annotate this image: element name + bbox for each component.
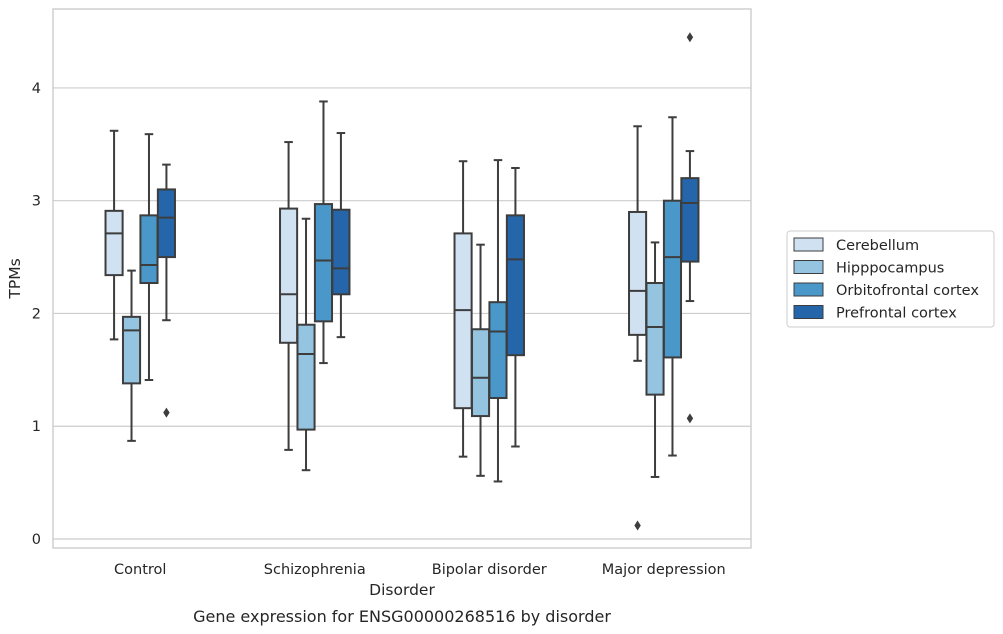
box-2-2: [488, 159, 508, 483]
box-iqr: [279, 207, 299, 344]
x-tick-label: Bipolar disorder: [432, 562, 547, 578]
legend-label: Prefrontal cortex: [836, 306, 957, 322]
box-iqr: [156, 188, 176, 259]
box-3-0: [156, 163, 176, 418]
legend-label: Hipppocampus: [836, 261, 944, 277]
box-iqr: [104, 209, 124, 277]
legend-swatch: [793, 305, 824, 319]
outlier-point: [163, 407, 170, 418]
box-0-1: [279, 141, 299, 451]
box-iqr: [121, 315, 142, 385]
plot-frame: [52, 8, 752, 549]
box-iqr: [505, 214, 525, 357]
legend-frame: [786, 230, 995, 328]
y-tick-label: 2: [32, 306, 41, 322]
box-iqr: [331, 208, 351, 296]
x-tick-label: Control: [114, 562, 166, 578]
box-iqr: [680, 177, 700, 263]
outlier-point: [634, 520, 641, 531]
box-iqr: [645, 282, 665, 396]
box-iqr: [139, 214, 159, 285]
y-tick-label: 1: [32, 419, 41, 435]
box-0-2: [453, 160, 473, 458]
legend-label: Cerebellum: [836, 238, 919, 254]
legend-label: Orbitofrontal cortex: [836, 283, 979, 299]
legend: Cerebellum Hipppocampus Orbitofrontal cort…: [786, 230, 995, 328]
box-3-1: [331, 132, 351, 339]
y-tick-labels: 0 1 2 3 4: [32, 81, 41, 548]
x-tick-label: Schizophrenia: [264, 562, 366, 578]
box-2-3: [662, 116, 683, 457]
box-iqr: [662, 199, 683, 359]
box-iqr: [313, 203, 334, 323]
box-iqr: [470, 328, 491, 418]
box-0-0: [104, 129, 124, 341]
box-1-1: [296, 217, 316, 472]
legend-swatch: [793, 237, 824, 252]
box-0-3: [628, 125, 648, 531]
box-iqr: [628, 210, 648, 336]
box-2-0: [139, 133, 159, 381]
outlier-point: [686, 413, 694, 424]
x-axis-label: Disorder: [369, 581, 435, 599]
x-tick-label: Major depression: [602, 562, 726, 578]
box-2-1: [313, 100, 334, 365]
outlier-point: [686, 32, 694, 43]
box-1-0: [121, 269, 142, 442]
y-axis-label: TPMs: [6, 258, 24, 299]
box-1-2: [470, 243, 491, 477]
y-tick-label: 0: [32, 532, 41, 548]
legend-swatch: [793, 260, 824, 274]
chart-caption: Gene expression for ENSG00000268516 by d…: [193, 607, 611, 626]
box-iqr: [296, 323, 316, 431]
box-3-2: [505, 166, 525, 448]
box-iqr: [453, 232, 473, 410]
box-1-3: [645, 241, 665, 478]
x-tick-labels: Control Schizophrenia Bipolar disorder Majo…: [114, 562, 726, 578]
y-tick-label: 4: [32, 81, 41, 97]
box-series: [104, 32, 700, 531]
y-tick-label: 3: [32, 194, 41, 210]
box-iqr: [488, 301, 508, 400]
legend-swatch: [793, 282, 824, 297]
box-3-3: [680, 32, 700, 424]
